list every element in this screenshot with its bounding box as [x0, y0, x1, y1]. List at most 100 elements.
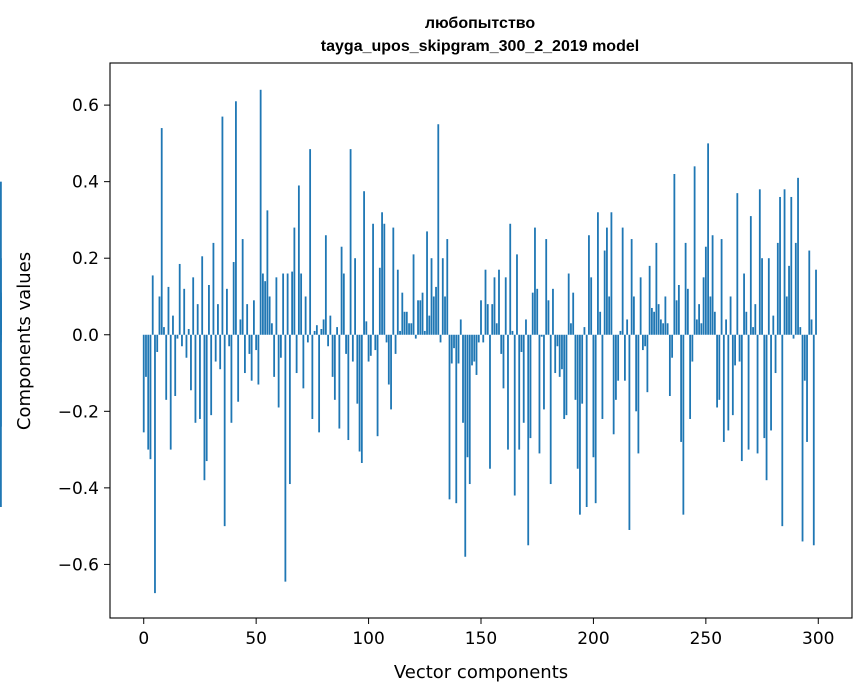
- bar: [754, 304, 757, 335]
- bar: [630, 239, 633, 335]
- bar: [158, 296, 161, 335]
- bar: [354, 258, 356, 335]
- bar: [410, 323, 413, 335]
- bar: [264, 281, 267, 335]
- bar: [464, 334, 467, 557]
- x-tick-label: 100: [352, 629, 384, 649]
- bar: [785, 296, 788, 335]
- bar: [255, 334, 258, 351]
- bar: [570, 323, 572, 335]
- bar: [403, 311, 406, 335]
- bar: [648, 265, 651, 335]
- bar: [208, 285, 210, 335]
- bar: [446, 239, 449, 335]
- bar: [662, 323, 665, 335]
- bar: [628, 334, 631, 530]
- bar: [790, 196, 793, 335]
- bar: [794, 242, 797, 335]
- bar: [318, 334, 321, 433]
- bar: [311, 334, 314, 419]
- bar: [279, 334, 282, 358]
- bar: [552, 288, 554, 335]
- bar: [695, 319, 698, 335]
- bar: [291, 271, 294, 335]
- bar: [309, 149, 312, 335]
- bar: [774, 334, 777, 374]
- bar: [761, 258, 763, 335]
- bar: [163, 327, 165, 335]
- bar: [147, 334, 150, 450]
- bar: [543, 334, 545, 410]
- bar: [740, 334, 743, 462]
- bar: [799, 327, 802, 335]
- bar: [671, 334, 674, 358]
- bar: [675, 300, 678, 335]
- bar: [722, 334, 725, 442]
- bar: [792, 334, 795, 339]
- bar: [482, 334, 485, 343]
- bar: [815, 269, 817, 335]
- bars-group: [0, 89, 817, 594]
- bar: [0, 258, 2, 335]
- bar: [244, 334, 246, 374]
- bar: [356, 334, 359, 404]
- bar: [801, 334, 804, 542]
- bar: [810, 319, 813, 335]
- bar: [713, 311, 716, 335]
- x-tick-label: 50: [245, 629, 267, 649]
- bar: [509, 223, 512, 335]
- bar: [295, 334, 298, 374]
- bar: [169, 334, 172, 450]
- bar: [684, 242, 687, 335]
- y-tick-label: 0.0: [72, 326, 99, 346]
- bar: [194, 334, 197, 423]
- bar: [491, 304, 494, 335]
- bar: [668, 334, 671, 396]
- bar: [633, 296, 635, 335]
- bar: [450, 334, 453, 364]
- bar: [781, 334, 784, 527]
- bar: [347, 334, 350, 441]
- bar: [210, 334, 213, 416]
- bar: [0, 334, 2, 427]
- bar: [453, 334, 455, 349]
- bar: [390, 334, 392, 410]
- bar: [190, 334, 192, 391]
- bar: [619, 330, 622, 335]
- bar: [770, 334, 772, 431]
- bar: [239, 319, 242, 335]
- bar: [677, 285, 680, 335]
- bar: [217, 304, 219, 335]
- bar: [457, 334, 460, 364]
- bar: [358, 334, 361, 452]
- bar: [743, 273, 745, 335]
- bar: [686, 288, 689, 335]
- bar: [329, 315, 332, 335]
- bar: [525, 319, 527, 335]
- bar: [529, 334, 532, 439]
- bar: [707, 143, 709, 335]
- bar: [342, 273, 345, 335]
- bar: [702, 277, 705, 335]
- bar: [145, 334, 147, 377]
- bar: [480, 300, 482, 335]
- bar: [237, 334, 240, 402]
- bar: [493, 277, 496, 335]
- y-tick-label: −0.2: [58, 402, 99, 422]
- bar: [441, 258, 444, 335]
- bar: [277, 334, 280, 408]
- bar: [646, 334, 649, 393]
- bar: [192, 277, 195, 335]
- bar: [772, 315, 775, 335]
- bar: [736, 193, 739, 335]
- bar: [230, 334, 233, 423]
- chart-subtitle: tayga_upos_skipgram_300_2_2019 model: [321, 38, 639, 55]
- bar: [545, 239, 548, 335]
- bar: [250, 334, 253, 381]
- bar: [473, 334, 476, 362]
- bar: [637, 334, 640, 454]
- bar: [156, 334, 159, 352]
- bar: [471, 334, 473, 366]
- bar: [293, 227, 296, 335]
